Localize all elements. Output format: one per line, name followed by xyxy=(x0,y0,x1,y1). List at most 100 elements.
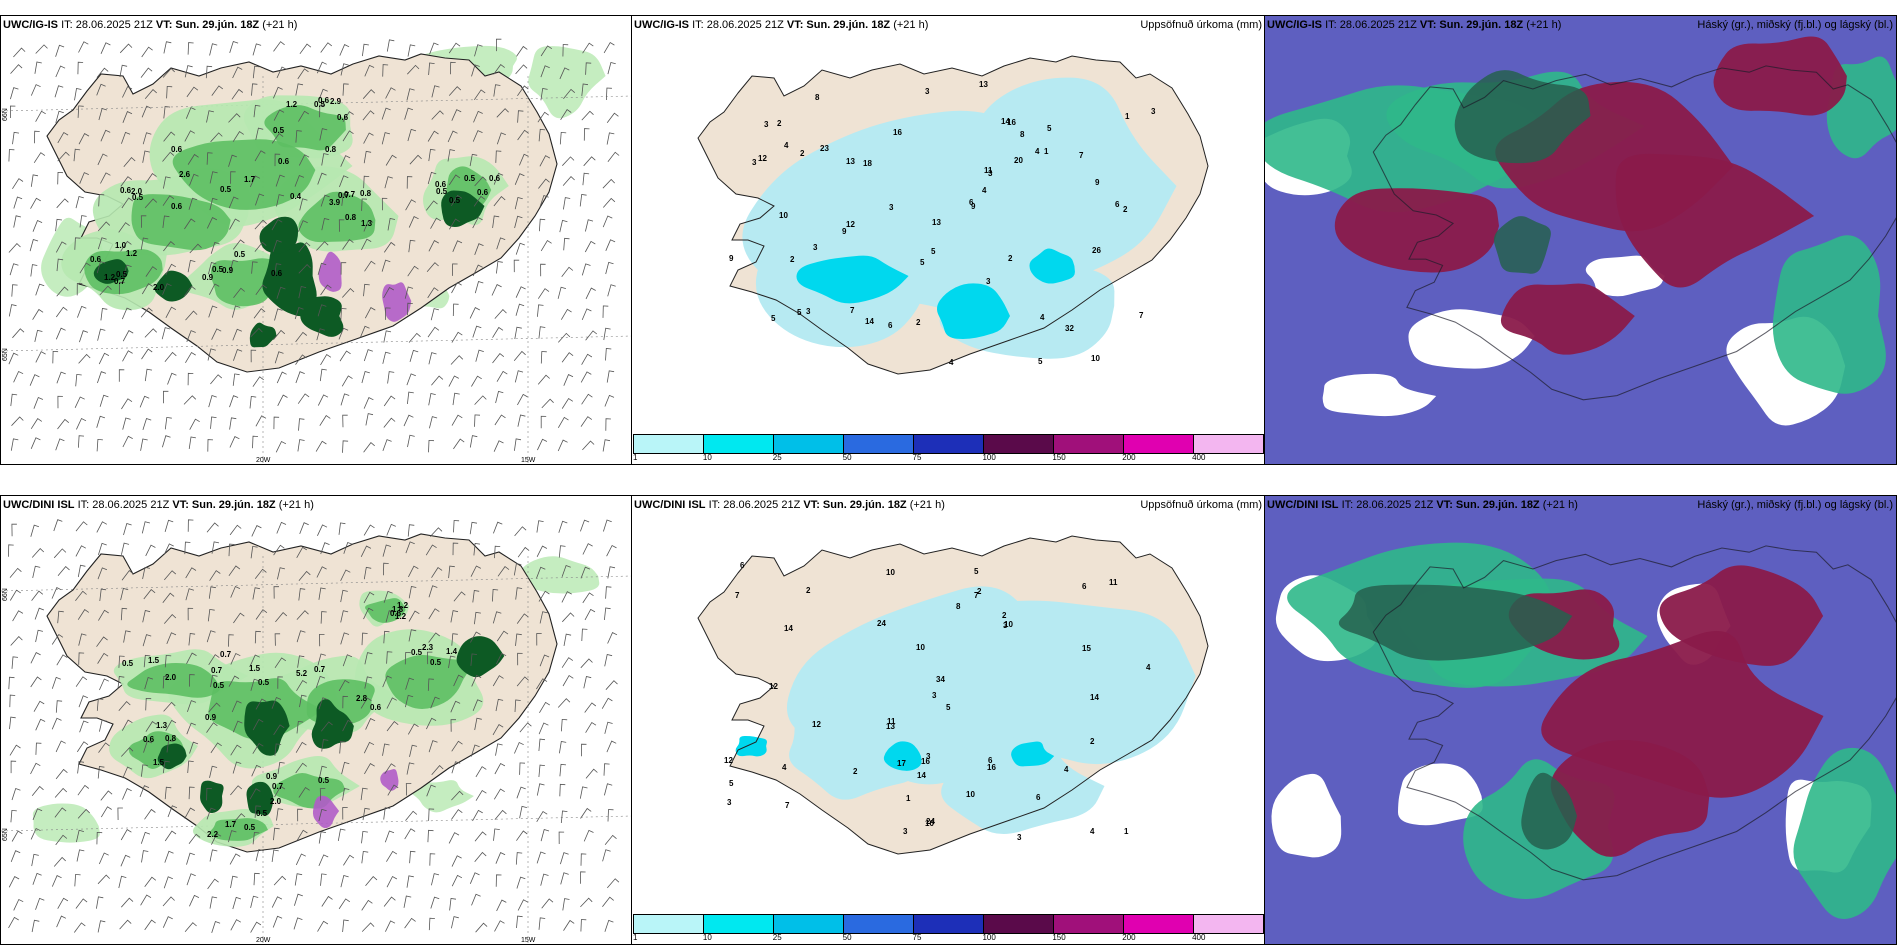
wind-barb xyxy=(232,131,244,142)
wind-barb xyxy=(56,654,68,666)
wind-barb xyxy=(583,128,590,141)
wind-barb xyxy=(54,85,64,98)
precip-value-label: 7 xyxy=(785,801,790,810)
wind-barb xyxy=(493,788,505,800)
wind-barb xyxy=(30,827,41,840)
precip-value-label: 3 xyxy=(889,203,894,212)
wind-barb xyxy=(403,895,412,908)
wind-barb xyxy=(251,261,258,274)
wind-barb xyxy=(232,66,243,79)
wind-barb xyxy=(273,544,285,556)
wind-barb xyxy=(492,326,504,338)
wind-barb xyxy=(539,194,549,208)
wind-barb xyxy=(451,809,463,820)
wind-barb xyxy=(342,719,353,732)
wind-barb xyxy=(229,417,237,430)
wind-barb xyxy=(183,395,197,405)
wind-barb xyxy=(162,916,173,928)
wind-barb xyxy=(451,790,464,801)
precip-area-mid xyxy=(365,598,406,623)
legend-tick-label: 200 xyxy=(1122,933,1136,942)
wind-barb xyxy=(167,372,177,385)
wind-barb xyxy=(540,415,547,429)
wind-barb xyxy=(495,698,504,712)
wind-barb xyxy=(210,132,223,143)
wind-barb xyxy=(254,568,267,579)
wind-barb xyxy=(606,544,617,557)
wind-barb xyxy=(431,85,440,98)
wind-barb xyxy=(318,808,327,822)
wind-barb xyxy=(99,285,112,296)
wind-barb xyxy=(210,374,223,385)
precip-color-legend xyxy=(633,434,1264,454)
wind-barb xyxy=(79,330,89,343)
wind-barb xyxy=(538,590,550,602)
precip-value-label: 0.5 xyxy=(234,250,246,259)
wind-barb xyxy=(516,786,526,799)
wind-barb xyxy=(428,352,437,365)
wind-barb xyxy=(211,541,220,554)
wind-barb xyxy=(338,219,345,232)
wind-barb xyxy=(13,898,24,911)
precip-value-label: 18 xyxy=(863,159,872,168)
wind-barb xyxy=(166,632,177,645)
wind-barbs xyxy=(8,519,620,934)
precip-value-label: 0.8 xyxy=(165,734,177,743)
precip-value-label: 13 xyxy=(846,157,855,166)
wind-barb xyxy=(187,607,194,621)
wind-barb xyxy=(8,352,19,365)
wind-barb xyxy=(9,263,19,276)
wind-barb xyxy=(469,435,478,448)
wind-barb xyxy=(274,153,281,167)
wind-barb xyxy=(184,65,193,78)
wind-barb xyxy=(120,829,132,841)
wind-barb xyxy=(362,807,370,821)
precip-value-label: 2 xyxy=(853,767,858,776)
wind-barb xyxy=(519,153,529,166)
wind-barb xyxy=(211,85,224,96)
wind-barb xyxy=(162,283,172,296)
precip-area-mid xyxy=(127,662,221,698)
wind-barb xyxy=(75,545,86,557)
wind-barb xyxy=(603,41,615,54)
wind-barb xyxy=(384,176,393,189)
wind-barb xyxy=(560,852,569,865)
precip-value-label: 0.7 xyxy=(211,666,223,675)
wind-barb xyxy=(475,922,488,933)
wind-barb xyxy=(253,104,261,118)
precip-value-label: 0.5 xyxy=(464,174,476,183)
wind-barb xyxy=(382,675,392,688)
wind-barb xyxy=(474,243,484,256)
wind-barb xyxy=(74,396,85,408)
wind-barb xyxy=(163,614,177,624)
precip-value-label: 12 xyxy=(846,220,855,229)
wind-barb xyxy=(184,922,197,933)
wind-barb xyxy=(252,718,264,731)
wind-barb xyxy=(165,306,177,318)
wind-barb xyxy=(471,674,482,687)
precip-value-label: 0.7 xyxy=(272,782,284,791)
wind-barb xyxy=(338,327,349,340)
wind-barb xyxy=(73,148,81,162)
wind-barb xyxy=(604,721,613,734)
wind-barb xyxy=(474,176,487,187)
wind-barb xyxy=(255,609,268,620)
wind-barb xyxy=(496,261,503,274)
wind-barb xyxy=(254,241,267,252)
wind-barb xyxy=(579,194,587,207)
panel-title: UWC/IG-IS IT: 28.06.2025 21Z VT: Sun. 29… xyxy=(3,19,298,31)
wind-barb xyxy=(210,241,220,254)
wind-barb xyxy=(514,173,525,185)
wind-barb xyxy=(319,128,328,141)
wind-barb xyxy=(317,262,327,275)
wind-barb xyxy=(13,47,26,58)
wind-barb xyxy=(12,178,24,190)
wind-barb xyxy=(97,567,108,580)
wind-barb xyxy=(140,894,152,906)
wind-barb xyxy=(450,610,459,623)
wind-barb xyxy=(452,392,460,406)
wind-barb xyxy=(341,375,353,387)
precip-mid-area xyxy=(1011,741,1055,767)
wind-barb xyxy=(163,105,171,119)
precip-value-label: 3 xyxy=(764,120,769,129)
